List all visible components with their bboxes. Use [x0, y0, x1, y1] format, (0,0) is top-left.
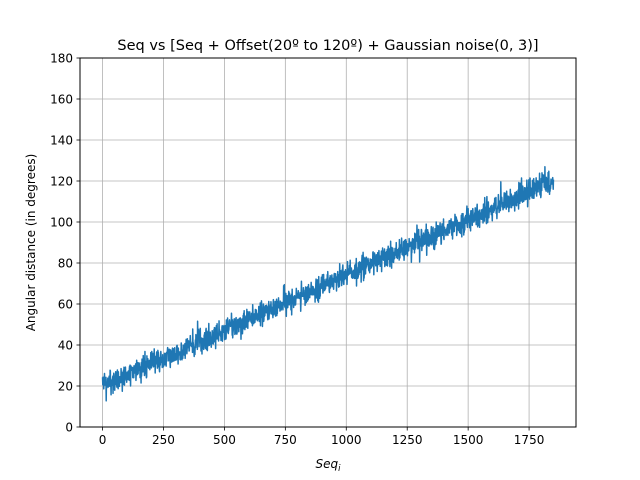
series-group	[101, 166, 555, 402]
x-tick-label: 250	[152, 433, 175, 447]
x-axis: 0 250 500 750 1000 1250 1500 1750	[99, 427, 545, 447]
x-tick-label: 0	[99, 433, 107, 447]
x-tick-label: 1750	[514, 433, 545, 447]
chart-title: Seq vs [Seq + Offset(20º to 120º) + Gaus…	[117, 38, 538, 54]
y-tick-label: 180	[50, 52, 73, 66]
y-tick-label: 100	[50, 216, 73, 230]
y-tick-label: 40	[58, 339, 73, 353]
y-axis-label: Angular distance (in degrees)	[24, 154, 38, 332]
series-line	[101, 166, 555, 402]
x-axis-label: Seqi	[316, 457, 342, 474]
y-tick-label: 160	[50, 93, 73, 107]
y-axis: 0 20 40 60 80 100 120 140 160 180	[50, 52, 80, 435]
y-tick-label: 80	[58, 257, 73, 271]
x-axis-label-subscript: i	[338, 464, 341, 474]
x-tick-label: 1500	[453, 433, 484, 447]
y-tick-label: 140	[50, 134, 73, 148]
y-tick-label: 20	[58, 380, 73, 394]
y-tick-label: 120	[50, 175, 73, 189]
plot-frame	[79, 57, 577, 428]
x-tick-label: 1250	[392, 433, 423, 447]
y-tick-label: 60	[58, 298, 73, 312]
x-tick-label: 750	[274, 433, 297, 447]
y-tick-label: 0	[65, 421, 73, 435]
x-tick-label: 500	[213, 433, 236, 447]
x-axis-label-base: Seq	[316, 457, 339, 471]
x-tick-label: 1000	[331, 433, 362, 447]
